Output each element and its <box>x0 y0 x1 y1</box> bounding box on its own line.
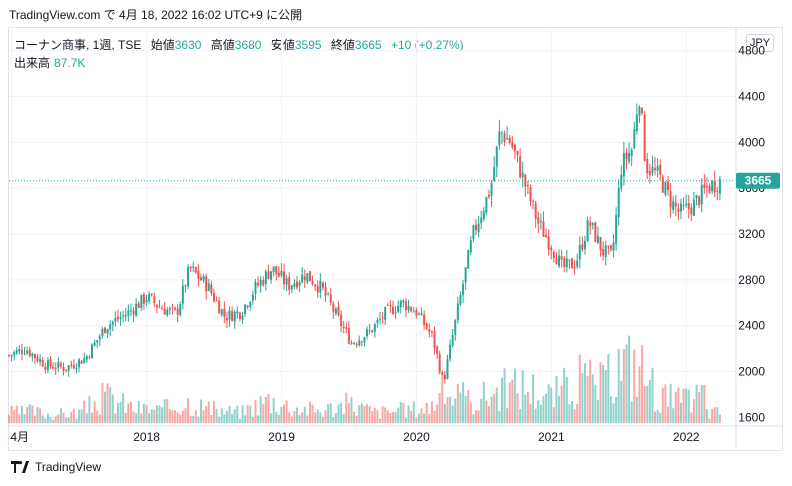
chart-legend: コーナン商事, 1週, TSE 始値3630 高値3680 安値3595 終値3… <box>14 36 464 53</box>
high-value: 3680 <box>234 38 262 52</box>
currency-button[interactable]: JPY <box>746 34 774 52</box>
low-value: 3595 <box>294 38 322 52</box>
high-label: 高値 <box>210 38 235 52</box>
low-label: 安値 <box>270 38 295 52</box>
close-label: 終値 <box>330 38 355 52</box>
brand-footer[interactable]: TradingView <box>11 460 101 474</box>
tradingview-logo-icon <box>11 461 29 473</box>
close-value: 3665 <box>354 38 382 52</box>
volume-legend: 出来高 87.7K <box>14 54 85 71</box>
volume-value: 87.7K <box>54 56 86 70</box>
brand-name: TradingView <box>35 460 102 474</box>
chart-frame[interactable] <box>8 27 783 451</box>
open-value: 3630 <box>174 38 202 52</box>
symbol-label: コーナン商事, 1週, TSE <box>14 38 142 52</box>
change-value: +10 (+0.27%) <box>390 38 464 52</box>
open-label: 始値 <box>150 38 175 52</box>
volume-label: 出来高 <box>14 56 51 70</box>
publish-caption: TradingView.com で 4月 18, 2022 16:02 UTC+… <box>9 8 303 22</box>
